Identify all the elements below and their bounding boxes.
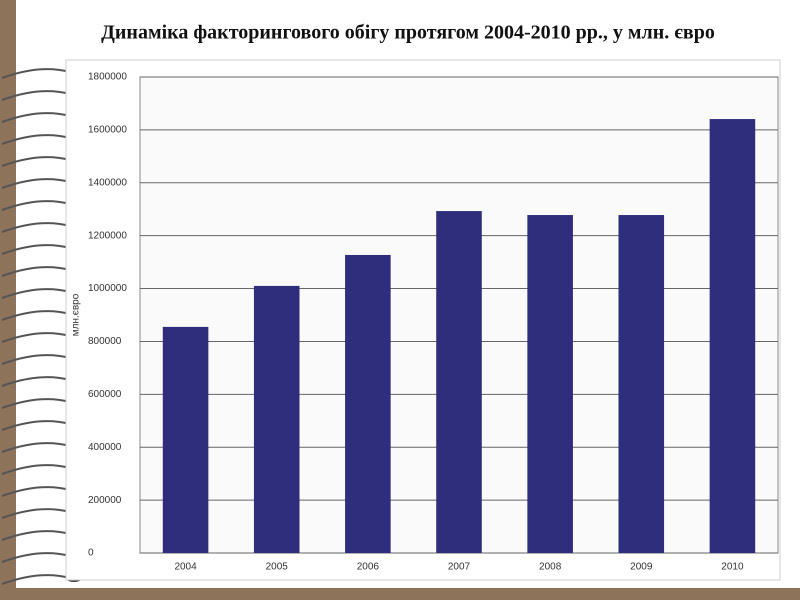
spiral-ring xyxy=(1,508,71,519)
spiral-ring xyxy=(1,310,71,321)
y-tick-label: 400000 xyxy=(88,442,122,453)
y-tick-label: 0 xyxy=(88,548,94,559)
chart-title: Динаміка факторингового обігу протягом 2… xyxy=(101,22,715,44)
spiral-ring xyxy=(1,134,71,145)
spiral-ring xyxy=(1,464,71,475)
y-tick-label: 1400000 xyxy=(88,177,127,188)
y-tick-label: 1800000 xyxy=(88,72,127,83)
bar xyxy=(709,119,756,554)
spiral-ring xyxy=(1,68,71,79)
x-tick-label: 2008 xyxy=(539,562,562,573)
bar xyxy=(436,211,482,553)
spiral-ring xyxy=(1,354,71,365)
spiral-ring xyxy=(1,530,71,541)
spiral-ring xyxy=(1,420,71,431)
x-tick-label: 2009 xyxy=(630,562,653,573)
y-tick-label: 1000000 xyxy=(88,283,127,294)
bar xyxy=(345,254,391,553)
y-tick-label: 600000 xyxy=(88,389,122,400)
y-tick-label: 1600000 xyxy=(88,125,127,136)
spiral-ring xyxy=(1,244,71,255)
bar xyxy=(162,326,209,553)
spiral-ring xyxy=(1,266,71,277)
spiral-ring xyxy=(1,200,71,211)
spiral-ring xyxy=(1,442,71,453)
x-tick-label: 2007 xyxy=(448,562,471,573)
y-tick-label: 200000 xyxy=(88,495,122,506)
spiral-ring xyxy=(1,222,71,233)
spiral-ring xyxy=(1,112,71,123)
spiral-ring xyxy=(1,376,71,387)
spiral-ring xyxy=(1,178,71,189)
x-tick-label: 2010 xyxy=(721,562,744,573)
spiral-ring xyxy=(1,332,71,343)
x-tick-label: 2006 xyxy=(357,562,380,573)
spiral-ring xyxy=(1,486,71,497)
spiral-ring xyxy=(1,288,71,299)
x-tick-label: 2004 xyxy=(174,562,197,573)
spiral-ring xyxy=(1,552,71,563)
spiral-ring xyxy=(1,398,71,409)
bar xyxy=(527,215,573,554)
spiral-ring xyxy=(1,90,71,101)
spiral-ring xyxy=(1,156,71,167)
y-tick-label: 1200000 xyxy=(88,230,127,241)
bar xyxy=(253,285,300,553)
bar xyxy=(618,215,665,554)
y-tick-label: 800000 xyxy=(88,336,122,347)
spiral-ring xyxy=(1,574,71,585)
x-tick-label: 2005 xyxy=(266,562,289,573)
y-axis-label: млн.євро xyxy=(71,293,82,336)
